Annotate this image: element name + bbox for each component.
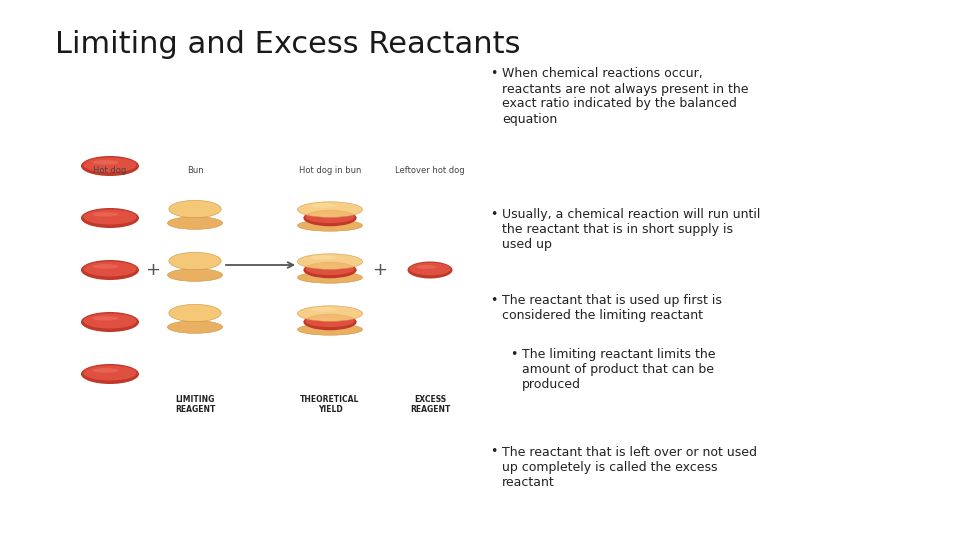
Ellipse shape: [92, 316, 118, 321]
Text: The limiting reactant limits the
amount of product that can be
produced: The limiting reactant limits the amount …: [522, 348, 715, 392]
Text: The reactant that is left over or not used
up completely is called the excess
re: The reactant that is left over or not us…: [502, 446, 757, 489]
Ellipse shape: [84, 366, 136, 381]
Ellipse shape: [84, 261, 136, 276]
Ellipse shape: [92, 212, 118, 217]
Ellipse shape: [305, 211, 354, 223]
Ellipse shape: [92, 264, 118, 268]
Ellipse shape: [310, 203, 337, 208]
Ellipse shape: [167, 269, 223, 281]
Ellipse shape: [298, 220, 363, 231]
Ellipse shape: [407, 261, 452, 279]
Text: Usually, a chemical reaction will run until
the reactant that is in short supply: Usually, a chemical reaction will run un…: [502, 208, 760, 251]
Ellipse shape: [409, 262, 450, 275]
Ellipse shape: [314, 213, 338, 217]
Text: •: •: [490, 446, 497, 458]
Text: •: •: [490, 208, 497, 221]
Ellipse shape: [169, 200, 221, 218]
Text: Hot dog in bun: Hot dog in bun: [299, 166, 361, 175]
Text: EXCESS
REAGENT: EXCESS REAGENT: [410, 395, 450, 414]
Ellipse shape: [310, 255, 337, 260]
Text: +: +: [372, 261, 388, 279]
Text: Hot dog: Hot dog: [93, 166, 127, 175]
Ellipse shape: [81, 364, 139, 384]
Text: Bun: Bun: [186, 166, 204, 175]
Ellipse shape: [81, 260, 139, 280]
Ellipse shape: [298, 272, 363, 283]
Text: THEORETICAL
YIELD: THEORETICAL YIELD: [300, 395, 360, 414]
Ellipse shape: [305, 263, 354, 275]
Ellipse shape: [305, 315, 354, 327]
Ellipse shape: [92, 160, 118, 165]
Ellipse shape: [298, 202, 363, 218]
Ellipse shape: [81, 156, 139, 176]
Text: LIMITING
REAGENT: LIMITING REAGENT: [175, 395, 215, 414]
Ellipse shape: [169, 305, 221, 322]
Text: Leftover hot dog: Leftover hot dog: [396, 166, 465, 175]
Ellipse shape: [310, 307, 337, 312]
Text: •: •: [490, 294, 497, 307]
Ellipse shape: [81, 312, 139, 332]
Ellipse shape: [84, 314, 136, 328]
Text: •: •: [510, 348, 517, 361]
Ellipse shape: [84, 158, 136, 172]
Text: The reactant that is used up first is
considered the limiting reactant: The reactant that is used up first is co…: [502, 294, 722, 322]
Ellipse shape: [417, 265, 437, 269]
Ellipse shape: [167, 321, 223, 333]
Ellipse shape: [298, 306, 363, 321]
Ellipse shape: [92, 368, 118, 373]
Ellipse shape: [314, 265, 338, 269]
Text: Limiting and Excess Reactants: Limiting and Excess Reactants: [55, 30, 520, 59]
Ellipse shape: [81, 208, 139, 228]
Ellipse shape: [303, 314, 357, 330]
Text: +: +: [145, 261, 160, 279]
Ellipse shape: [298, 254, 363, 269]
Ellipse shape: [298, 324, 363, 335]
Text: When chemical reactions occur,
reactants are not always present in the
exact rat: When chemical reactions occur, reactants…: [502, 68, 749, 125]
Ellipse shape: [303, 262, 357, 278]
Ellipse shape: [314, 317, 338, 321]
Text: •: •: [490, 68, 497, 80]
Ellipse shape: [169, 252, 221, 269]
Ellipse shape: [84, 210, 136, 225]
Ellipse shape: [303, 210, 357, 226]
Ellipse shape: [167, 217, 223, 230]
